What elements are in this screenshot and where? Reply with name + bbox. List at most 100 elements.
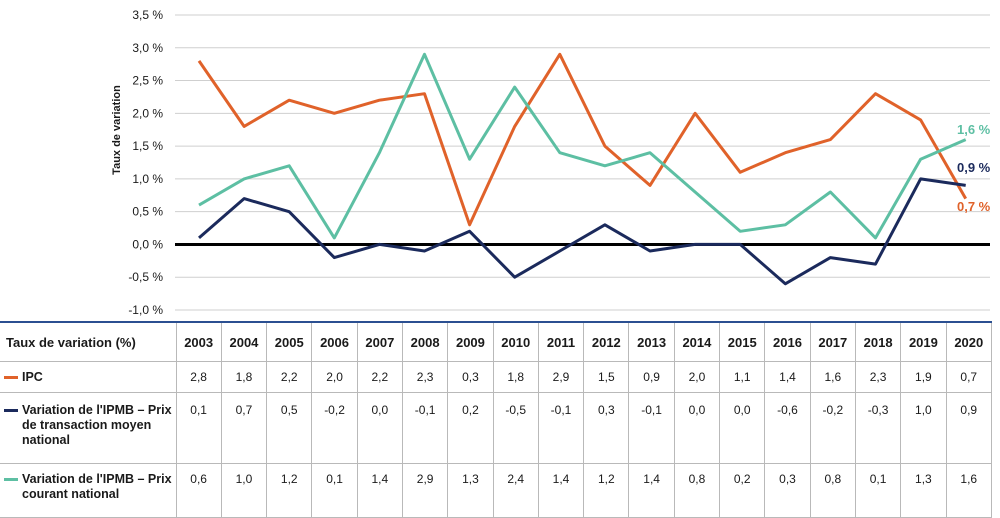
table-header-year: 2012 [583,321,630,362]
table-cell: 0,3 [447,361,494,393]
table-cell: 2,2 [266,361,313,393]
table-cell: 1,3 [447,463,494,518]
data-table: Taux de variation (%) 2003 2004 2005 2006 20… [0,321,993,518]
y-tick-label: 0,5 % [132,205,163,219]
table-header-year: 2005 [266,321,313,362]
table-cell: 1,9 [900,361,947,393]
table-header-year: 2016 [764,321,811,362]
table-header-year: 2006 [311,321,358,362]
table-cell: 0,0 [719,392,766,464]
legend-swatch-ipmb-transaction [4,409,18,412]
table-cell: 0,9 [628,361,675,393]
series-line-ipmb-courant [198,52,967,240]
y-tick-label: 3,5 % [132,8,163,22]
table-cell: -0,2 [809,392,856,464]
table-header-year: 2011 [537,321,585,362]
table-cell: 0,1 [311,463,358,518]
series-lines [197,52,968,286]
table-cell: 1,8 [220,361,268,393]
end-label-ipmb-transaction: 0,9 % [957,160,991,175]
table-cell: 1,3 [900,463,947,518]
table-cell: -0,1 [537,392,585,464]
y-tick-label: 1,0 % [132,172,163,186]
legend-text-ipc: IPC [22,369,43,384]
table-cell: 2,9 [537,361,585,393]
table-cell: 2,3 [854,361,902,393]
table-header-year: 2004 [220,321,268,362]
table-cell: 2,2 [356,361,403,393]
table-header-year: 2009 [447,321,494,362]
table-cell: 2,4 [492,463,539,518]
series-line-ipc [197,52,968,227]
table-cell: 2,8 [175,361,222,393]
table-cell: 0,6 [175,463,222,518]
y-tick-label: -0,5 % [128,270,163,284]
table-cell: -0,1 [401,392,449,464]
table-cell: -0,6 [764,392,811,464]
row-label-ipc: IPC [0,361,177,393]
table-header-label: Taux de variation (%) [0,321,177,362]
table-cell: 0,0 [673,392,721,464]
legend-swatch-ipmb-courant [4,478,18,481]
table-cell: 2,0 [673,361,721,393]
table-row-ipmb-courant: Variation de l'IPMB – Prix courant natio… [0,463,993,518]
table-cell: 0,1 [854,463,902,518]
table-cell: 1,0 [900,392,947,464]
legend-swatch-ipc [4,375,18,379]
table-row-ipc: IPC 2,8 1,8 2,2 2,0 2,2 2,3 0,3 1,8 2,9 1,5 0,9 2,0… [0,361,993,393]
table-header-year: 2015 [719,321,766,362]
table-cell: 2,0 [311,361,358,393]
table-header-year: 2010 [492,321,539,362]
table-cell: -0,3 [854,392,902,464]
row-label-ipmb-courant: Variation de l'IPMB – Prix courant natio… [0,463,177,518]
table-cell: 1,4 [628,463,675,518]
table-cell: 1,4 [356,463,403,518]
end-label-ipmb-courant: 1,6 % [957,122,991,137]
y-tick-label: 2,5 % [132,74,163,88]
table-cell: 1,5 [583,361,630,393]
end-labels: 0,7 % 0,9 % 1,6 % [957,122,991,214]
table-cell: 0,3 [583,392,630,464]
series-line-ipmb-transaction [198,177,966,286]
table-header-year: 2014 [673,321,721,362]
table-cell: 0,0 [356,392,403,464]
legend-text-ipmb-transaction: Variation de l'IPMB – Prix de transactio… [22,403,172,447]
y-axis-label: Taux de variation [111,85,123,175]
y-tick-label: 1,5 % [132,139,163,153]
end-label-ipc: 0,7 % [957,199,991,214]
table-header-year: 2019 [900,321,947,362]
table-cell: 0,7 [945,361,993,393]
table-cell: 0,7 [220,392,268,464]
table-header-year: 2007 [356,321,403,362]
y-axis-ticks: -1,0 % -0,5 % 0,0 % 0,5 % 1,0 % 1,5 % 2,0 % 2,5… [128,8,163,317]
y-tick-label: 2,0 % [132,106,163,120]
table-cell: 0,1 [175,392,222,464]
legend-text-ipmb-courant: Variation de l'IPMB – Prix courant natio… [22,472,172,501]
table-header-year: 2020 [945,321,993,362]
table-cell: 0,9 [945,392,993,464]
table-cell: 1,1 [719,361,766,393]
table-cell: -0,1 [628,392,675,464]
table-cell: 1,4 [537,463,585,518]
table-header-year: 2003 [175,321,222,362]
table-row-ipmb-transaction: Variation de l'IPMB – Prix de transactio… [0,392,993,464]
table-cell: 1,2 [583,463,630,518]
table-cell: 1,8 [492,361,539,393]
table-cell: 0,2 [447,392,494,464]
table-cell: -0,5 [492,392,539,464]
table-cell: 1,4 [764,361,811,393]
table-header-row: Taux de variation (%) 2003 2004 2005 2006 20… [0,321,993,362]
table-cell: 0,8 [809,463,856,518]
table-header-year: 2017 [809,321,856,362]
table-cell: 2,9 [401,463,449,518]
line-chart: -1,0 % -0,5 % 0,0 % 0,5 % 1,0 % 1,5 % 2,0 % 2,5… [111,8,991,317]
table-cell: 1,6 [809,361,856,393]
row-label-ipmb-transaction: Variation de l'IPMB – Prix de transactio… [0,392,177,464]
table-header-year: 2008 [401,321,449,362]
table-cell: 2,3 [401,361,449,393]
table-cell: 0,8 [673,463,721,518]
table-header-year: 2018 [854,321,902,362]
table-cell: -0,2 [311,392,358,464]
table-header-year: 2013 [628,321,675,362]
table-cell: 0,3 [764,463,811,518]
